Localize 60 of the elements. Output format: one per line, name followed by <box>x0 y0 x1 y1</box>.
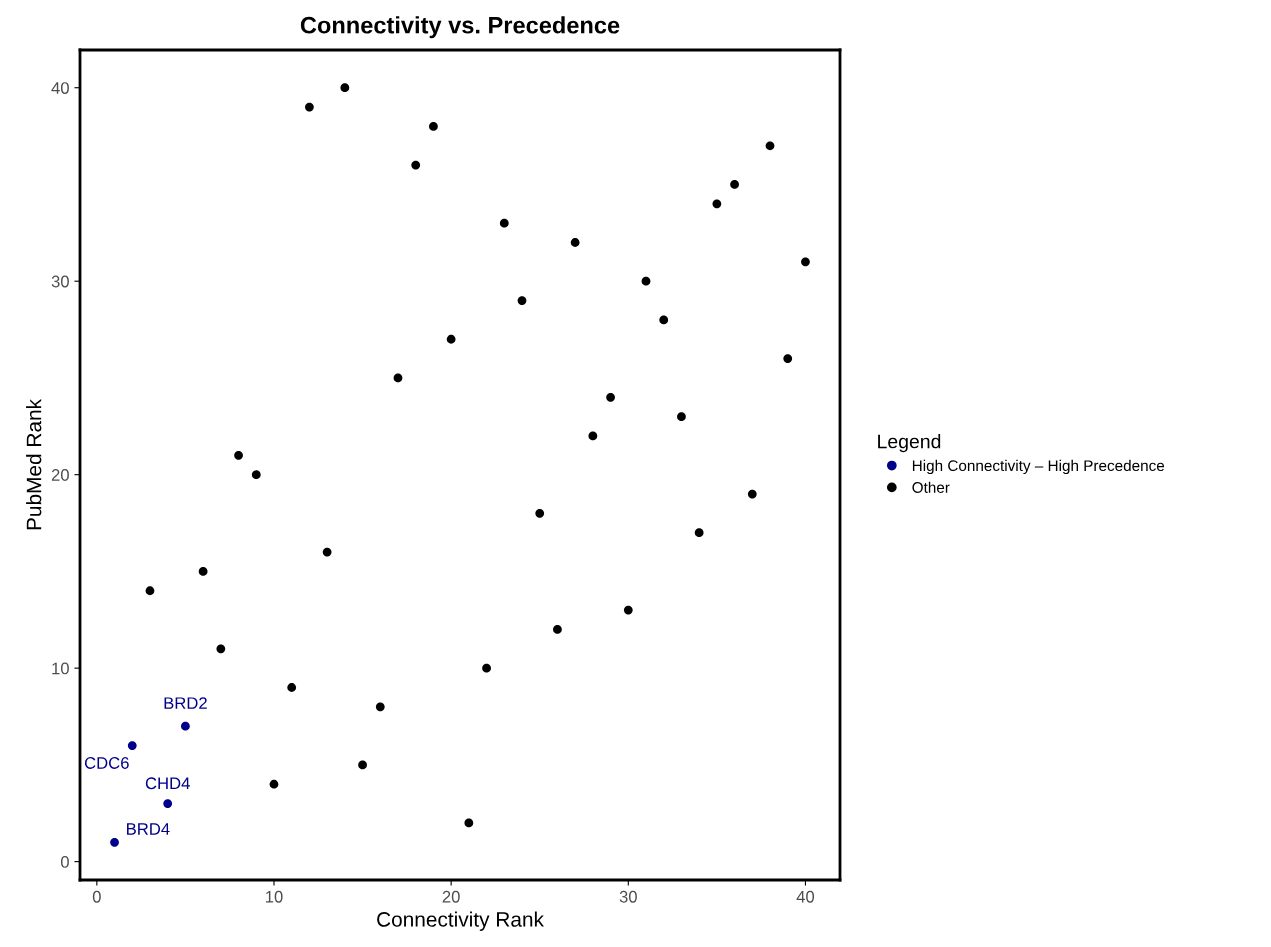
point <box>393 373 403 383</box>
y-tick-label: 10 <box>52 662 69 675</box>
point <box>127 741 137 750</box>
x-axis-title: Connectivity Rank <box>377 911 544 931</box>
point <box>482 663 491 673</box>
x-tick-label: 0 <box>92 890 101 903</box>
point <box>570 238 580 247</box>
legend-title: Legend <box>878 434 941 453</box>
y-tick-label: 0 <box>60 856 69 868</box>
legend-label: Other <box>912 481 950 493</box>
y-tick-label: 40 <box>51 82 69 94</box>
point <box>145 586 155 596</box>
point <box>641 276 651 286</box>
x-tick-label: 10 <box>265 890 283 903</box>
point <box>712 199 722 209</box>
point <box>517 296 527 305</box>
point <box>499 218 509 228</box>
annotation: BRD4 <box>127 823 170 835</box>
point <box>110 837 119 847</box>
point <box>677 412 686 422</box>
y-tick-label: 30 <box>51 275 69 288</box>
point <box>659 315 669 325</box>
annotation: CHD4 <box>145 777 190 790</box>
point <box>198 567 208 576</box>
point <box>464 818 474 828</box>
point <box>747 489 757 499</box>
point <box>305 102 314 112</box>
point <box>234 450 243 460</box>
legend-label: High Connectivity – High Precedence <box>912 459 1165 475</box>
point <box>694 528 704 538</box>
point <box>269 779 279 789</box>
point <box>535 508 545 518</box>
point <box>216 644 226 654</box>
point <box>340 83 350 93</box>
y-axis-title: PubMed Rank <box>26 398 42 530</box>
point <box>553 625 562 634</box>
x-tick-label: 40 <box>796 890 815 903</box>
point <box>322 547 332 557</box>
point <box>429 122 438 131</box>
point <box>251 470 261 480</box>
point <box>801 257 810 267</box>
point <box>588 431 598 441</box>
annotation: BRD2 <box>164 697 207 709</box>
annotation: CDC6 <box>84 757 129 769</box>
chart-title: Connectivity vs. Precedence <box>300 16 620 39</box>
point <box>783 354 793 363</box>
point <box>163 799 173 808</box>
point <box>181 721 190 731</box>
point <box>730 180 739 189</box>
point <box>358 760 367 770</box>
point <box>606 392 615 402</box>
x-tick-label: 20 <box>442 890 460 903</box>
point <box>446 334 456 344</box>
point <box>375 702 385 712</box>
y-tick-label: 20 <box>51 469 69 481</box>
point <box>765 141 775 151</box>
x-tick-label: 30 <box>619 890 637 903</box>
point <box>287 683 297 692</box>
point <box>411 160 421 170</box>
point <box>623 605 633 615</box>
